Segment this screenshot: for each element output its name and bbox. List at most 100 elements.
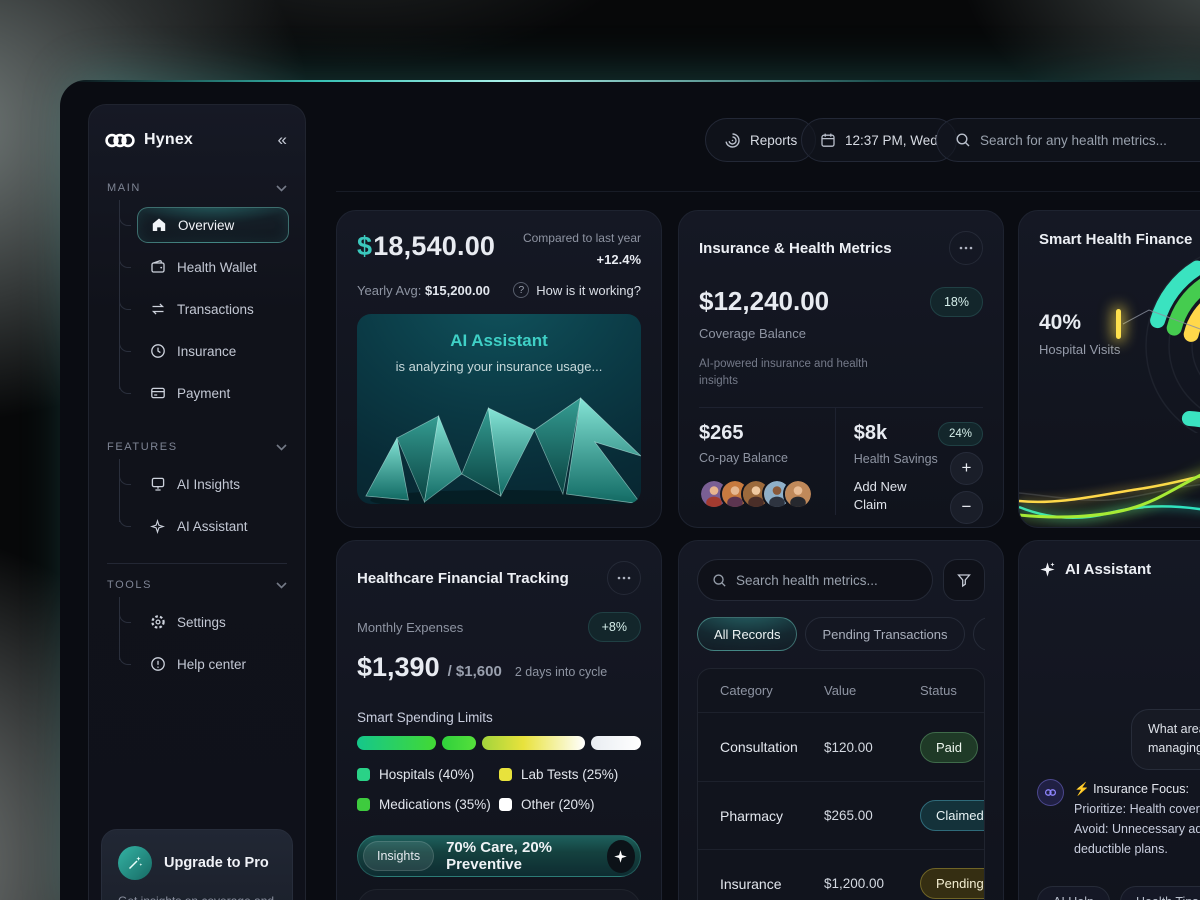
assistant-message: ⚡ Insurance Focus: Prioritize: Health co… xyxy=(1037,779,1200,859)
sidebar-item-payment[interactable]: Payment xyxy=(119,372,289,414)
cycle-note: 2 days into cycle xyxy=(514,665,608,679)
spending-legend: Hospitals (40%) Lab Tests (25%) Medicati… xyxy=(357,767,641,812)
global-search[interactable] xyxy=(936,118,1200,162)
legend-swatch xyxy=(499,768,512,781)
records-tabs: All Records Pending Transactions Complet… xyxy=(697,617,985,651)
legend-item: Other (20%) xyxy=(499,797,641,812)
upgrade-card[interactable]: Upgrade to Pro Get insights on coverage … xyxy=(101,829,293,900)
ai-assistant-card: AI Assistant What area managing ⚡ Insura… xyxy=(1018,540,1200,900)
assistant-avatar-icon xyxy=(1037,779,1064,806)
metrics-title: Insurance & Health Metrics xyxy=(699,239,892,257)
spiral-icon xyxy=(724,132,741,149)
table-row[interactable]: Insurance $1,200.00 Pending xyxy=(698,849,984,900)
ai-banner[interactable]: AI Assistant is analyzing your insurance… xyxy=(357,314,641,504)
how-it-works-link[interactable]: ? How is it working? xyxy=(513,282,641,298)
status-badge: Pending xyxy=(920,868,984,899)
tab-all-records[interactable]: All Records xyxy=(697,617,798,651)
row-value: $120.00 xyxy=(824,739,873,755)
upgrade-title: Upgrade to Pro xyxy=(164,855,269,871)
budget-amount: / $1,600 xyxy=(447,663,502,680)
sidebar-item-help-center[interactable]: Help center xyxy=(119,643,289,685)
reports-button[interactable]: Reports xyxy=(705,118,817,162)
question-icon: ? xyxy=(513,282,530,298)
sparkle-icon xyxy=(614,849,628,863)
insights-chip: Insights xyxy=(363,841,435,871)
credit-card-icon xyxy=(149,385,166,402)
smart-health-finance-card: Smart Health Finance 40% Hospital Visits xyxy=(1018,210,1200,528)
home-icon xyxy=(150,217,167,234)
coverage-badge: 18% xyxy=(929,286,983,317)
savings-amount: $8k xyxy=(853,421,888,444)
upgrade-description: Get insights on coverage and eligibility… xyxy=(118,892,276,900)
legend-item: Medications (35%) xyxy=(357,797,499,812)
glass-shards-illustration xyxy=(365,397,641,504)
dashboard-panel: Hynex « MAIN Overview xyxy=(60,80,1200,900)
global-search-input[interactable] xyxy=(980,132,1200,148)
datetime-pill[interactable]: 12:37 PM, Wed xyxy=(801,118,957,162)
gear-icon xyxy=(149,614,166,631)
member-avatars[interactable] xyxy=(699,478,835,509)
table-header: Category Value Status xyxy=(698,669,984,713)
section-features[interactable]: FEATURES xyxy=(107,441,287,453)
more-options-button[interactable] xyxy=(607,561,641,595)
chip-health-tips[interactable]: Health Tips xyxy=(1120,886,1200,900)
sidebar-item-insurance[interactable]: Insurance xyxy=(119,330,289,372)
filter-button[interactable] xyxy=(943,559,985,601)
legend-swatch xyxy=(357,768,370,781)
table-row[interactable]: Pharmacy $265.00 Claimed xyxy=(698,781,984,849)
header-divider xyxy=(336,191,1200,192)
status-badge: Paid xyxy=(920,731,979,763)
savings-badge: 24% xyxy=(937,421,983,446)
ai-banner-subtitle: is analyzing your insurance usage... xyxy=(395,359,603,374)
section-tools[interactable]: TOOLS xyxy=(107,579,287,591)
ellipsis-icon xyxy=(617,576,631,580)
table-row[interactable]: Consultation $120.00 Paid xyxy=(698,713,984,781)
row-category: Pharmacy xyxy=(720,807,784,824)
ellipsis-icon xyxy=(959,246,973,250)
add-new-claim-label[interactable]: Add New Claim xyxy=(853,478,907,513)
metrics-description: AI-powered insurance and health insights xyxy=(699,358,868,388)
nav-group-features: AI Insights AI Assistant xyxy=(119,459,289,547)
bar-medications xyxy=(441,736,476,750)
tab-completed[interactable]: Completed xyxy=(972,617,985,651)
compare-value: +12.4% xyxy=(596,252,641,267)
sidebar-item-ai-assistant[interactable]: AI Assistant xyxy=(119,505,289,547)
sidebar-item-transactions[interactable]: Transactions xyxy=(119,288,289,330)
search-icon xyxy=(712,573,727,588)
sidebar-item-health-wallet[interactable]: Health Wallet xyxy=(119,246,289,288)
expenses-badge: +8% xyxy=(587,612,641,642)
chip-ai-help[interactable]: AI Help xyxy=(1037,886,1110,900)
search-icon xyxy=(955,132,971,148)
hospital-visits-label: Hospital Visits xyxy=(1039,342,1121,357)
metrics-search-input[interactable] xyxy=(736,572,918,588)
balance-card: $18,540.00 Compared to last year +12.4% … xyxy=(336,210,662,528)
increment-button[interactable]: + xyxy=(950,451,983,485)
decrement-button[interactable]: − xyxy=(950,490,983,524)
metrics-search[interactable] xyxy=(697,559,933,601)
sidebar-item-overview[interactable]: Overview xyxy=(119,204,289,246)
bar-lab-tests xyxy=(481,736,585,750)
sidebar-item-ai-insights[interactable]: AI Insights xyxy=(119,463,289,505)
sparkle-button[interactable] xyxy=(606,839,635,873)
spending-limits-bar xyxy=(357,736,641,750)
row-category: Consultation xyxy=(720,739,798,755)
insights-banner[interactable]: Insights 70% Care, 20% Preventive xyxy=(357,835,641,877)
savings-label: Health Savings xyxy=(853,451,938,466)
sparkle-icon xyxy=(149,518,166,535)
ai-banner-title: AI Assistant xyxy=(450,331,548,350)
user-message-bubble: What area managing xyxy=(1131,709,1200,770)
funnel-icon xyxy=(957,574,971,588)
section-main[interactable]: MAIN xyxy=(107,182,287,194)
row-category: Insurance xyxy=(720,875,782,892)
sidebar-collapse-button[interactable]: « xyxy=(277,130,287,149)
sidebar-item-settings[interactable]: Settings xyxy=(119,601,289,643)
more-options-button[interactable] xyxy=(949,231,983,265)
tab-pending-transactions[interactable]: Pending Transactions xyxy=(805,617,965,651)
copay-label: Co-pay Balance xyxy=(699,450,788,465)
metrics-card: Insurance & Health Metrics $12,240.00 18… xyxy=(678,210,1004,528)
yearly-average: Yearly Avg: $15,200.00 xyxy=(357,282,491,298)
tracking-card: Healthcare Financial Tracking Monthly Ex… xyxy=(336,540,662,900)
sidebar-divider xyxy=(107,563,287,564)
chevron-down-icon xyxy=(276,443,287,451)
